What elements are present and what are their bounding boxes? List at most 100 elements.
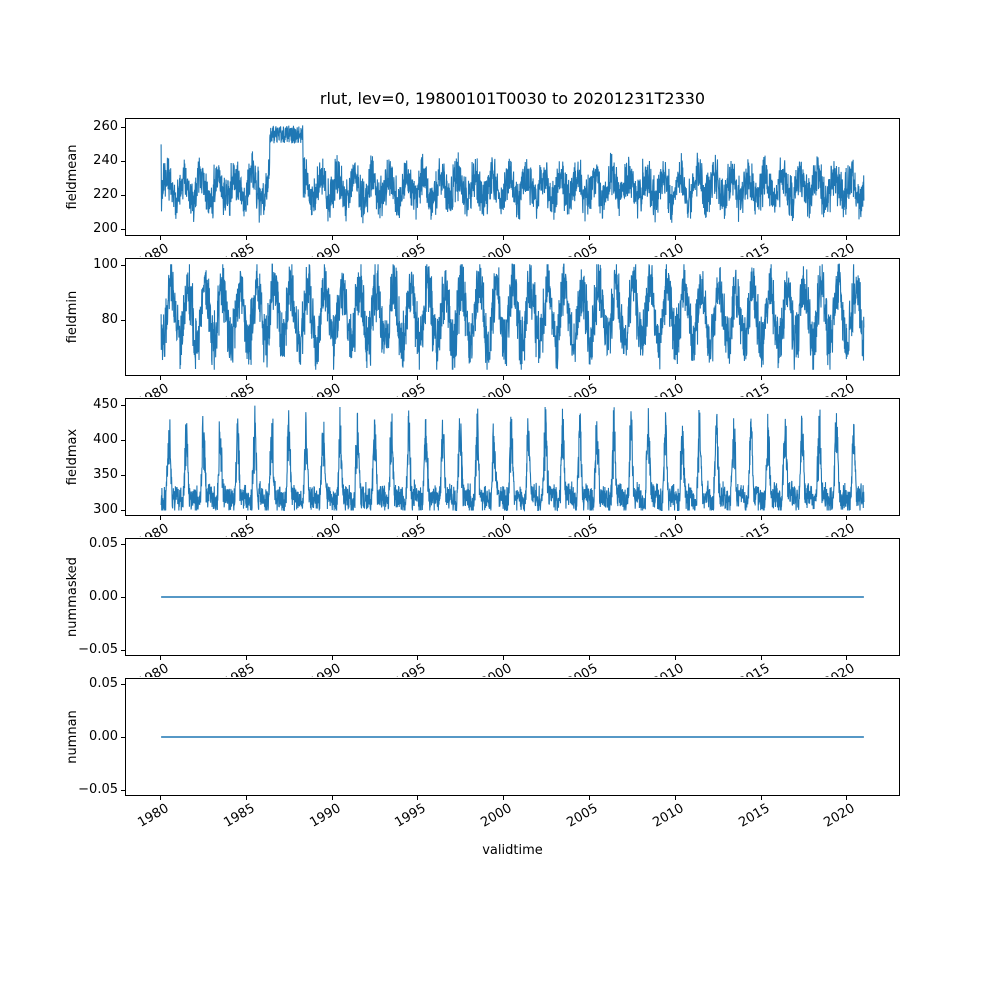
y-tick-mark <box>121 228 125 230</box>
x-tick-mark <box>846 376 848 380</box>
x-tick-mark <box>760 376 762 380</box>
x-tick-label: 1990 <box>307 801 344 831</box>
y-tick-mark <box>121 194 125 196</box>
x-tick-label: 1995 <box>392 661 429 677</box>
x-tick-mark <box>846 656 848 660</box>
y-tick-label: 0.05 <box>89 535 118 551</box>
y-tick-mark <box>121 650 125 652</box>
x-tick-label: 2015 <box>735 381 773 397</box>
x-tick-mark <box>846 516 848 520</box>
x-axis-label: validtime <box>482 843 543 858</box>
x-tick-label: 1980 <box>135 801 172 831</box>
x-tick-label: 2015 <box>735 661 773 677</box>
x-tick-mark <box>331 516 333 520</box>
y-tick-mark <box>121 126 125 128</box>
line-series-fieldmean <box>160 125 865 224</box>
y-tick-mark <box>121 160 125 162</box>
y-tick-mark <box>121 509 125 511</box>
y-tick-mark <box>121 683 125 685</box>
line-series-fieldmax <box>160 405 865 512</box>
x-tick-label: 2015 <box>735 801 773 831</box>
axes-nummasked <box>125 538 900 656</box>
x-tick-mark <box>417 656 419 660</box>
y-tick-label: 350 <box>93 466 118 482</box>
x-tick-label: 2020 <box>821 381 858 397</box>
x-tick-label: 2005 <box>564 241 601 257</box>
x-tick-mark <box>331 796 333 800</box>
line-series-fieldmin <box>160 263 865 370</box>
x-tick-mark <box>245 656 247 660</box>
x-tick-label: 2010 <box>650 241 687 257</box>
y-tick-label: 80 <box>101 312 118 328</box>
y-tick-mark <box>121 597 125 598</box>
y-tick-mark <box>121 737 125 738</box>
y-tick-label: 300 <box>93 501 118 517</box>
figure-title: rlut, lev=0, 19800101T0030 to 20201231T2… <box>319 89 706 108</box>
x-tick-mark <box>245 516 247 520</box>
x-tick-label: 1985 <box>221 241 258 257</box>
x-tick-mark <box>589 236 590 240</box>
x-tick-mark <box>245 796 247 800</box>
x-tick-label: 2010 <box>650 381 687 397</box>
x-tick-label: 1985 <box>221 801 258 831</box>
x-tick-label: 1980 <box>135 241 172 257</box>
x-tick-mark <box>846 796 848 800</box>
x-tick-mark <box>331 656 333 660</box>
x-tick-label: 1980 <box>135 381 172 397</box>
x-tick-label: 2000 <box>478 661 515 677</box>
x-tick-label: 2010 <box>650 521 687 537</box>
y-tick-label: 0.05 <box>89 675 118 691</box>
x-tick-mark <box>503 236 505 240</box>
x-tick-label: 1980 <box>135 521 172 537</box>
x-tick-mark <box>503 376 505 380</box>
x-tick-label: 2000 <box>478 241 515 257</box>
y-tick-label: −0.05 <box>78 782 118 798</box>
x-tick-mark <box>589 656 590 660</box>
x-tick-mark <box>589 376 590 380</box>
x-tick-label: 1985 <box>221 661 258 677</box>
x-tick-label: 1990 <box>307 381 344 397</box>
x-tick-mark <box>760 516 762 520</box>
x-tick-label: 1980 <box>135 661 172 677</box>
x-tick-mark <box>760 236 762 240</box>
x-tick-mark <box>331 236 333 240</box>
x-tick-label: 1985 <box>221 381 258 397</box>
x-tick-label: 2000 <box>478 381 515 397</box>
y-tick-label: 450 <box>93 396 118 412</box>
y-axis-label-fieldmin: fieldmin <box>65 290 80 344</box>
y-tick-label: 200 <box>93 220 118 236</box>
y-axis-label-fieldmax: fieldmax <box>65 428 80 486</box>
x-tick-label: 2000 <box>478 521 515 537</box>
x-tick-label: 2015 <box>735 241 773 257</box>
y-tick-label: 100 <box>93 256 118 272</box>
x-tick-label: 2010 <box>650 661 687 677</box>
y-tick-mark <box>121 264 125 266</box>
x-tick-label: 2000 <box>478 801 515 831</box>
x-tick-label: 2015 <box>735 521 773 537</box>
y-tick-mark <box>121 439 125 441</box>
x-tick-label: 1995 <box>392 241 429 257</box>
x-tick-mark <box>417 516 419 520</box>
y-tick-label: −0.05 <box>78 642 118 658</box>
x-tick-label: 2020 <box>821 241 858 257</box>
y-tick-mark <box>121 474 125 476</box>
x-tick-label: 2020 <box>821 521 858 537</box>
y-tick-mark <box>121 404 125 406</box>
series-path-fieldmin <box>160 263 865 370</box>
y-tick-label: 220 <box>93 186 118 202</box>
x-tick-label-row: 1980 1985 1990 1995 2000 2005 2010 2015 2020 <box>0 380 1000 397</box>
x-tick-label: 1995 <box>392 801 429 831</box>
x-tick-label: 1985 <box>221 521 258 537</box>
x-tick-mark <box>674 376 676 380</box>
y-tick-label: 240 <box>93 152 118 168</box>
y-tick-mark <box>121 543 125 545</box>
y-axis-label-numnan: numnan <box>65 710 80 764</box>
x-tick-label: 2020 <box>821 801 858 831</box>
series-path-fieldmax <box>160 405 865 512</box>
x-tick-mark <box>589 796 590 800</box>
y-tick-label: 400 <box>93 431 118 447</box>
x-tick-label: 1995 <box>392 521 429 537</box>
y-tick-mark <box>121 790 125 792</box>
x-tick-label: 2005 <box>564 661 601 677</box>
